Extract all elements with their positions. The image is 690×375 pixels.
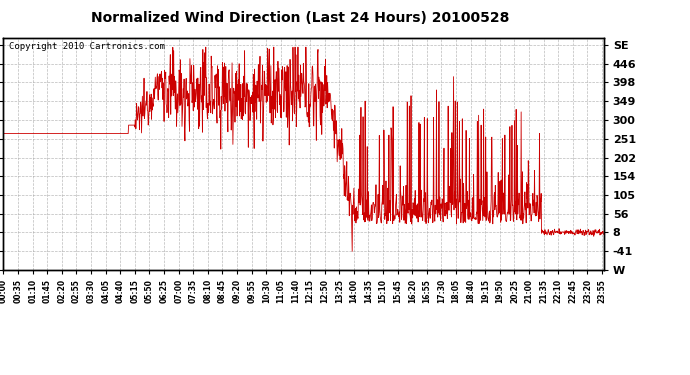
Text: Copyright 2010 Cartronics.com: Copyright 2010 Cartronics.com: [10, 42, 166, 51]
Text: Normalized Wind Direction (Last 24 Hours) 20100528: Normalized Wind Direction (Last 24 Hours…: [91, 11, 509, 25]
